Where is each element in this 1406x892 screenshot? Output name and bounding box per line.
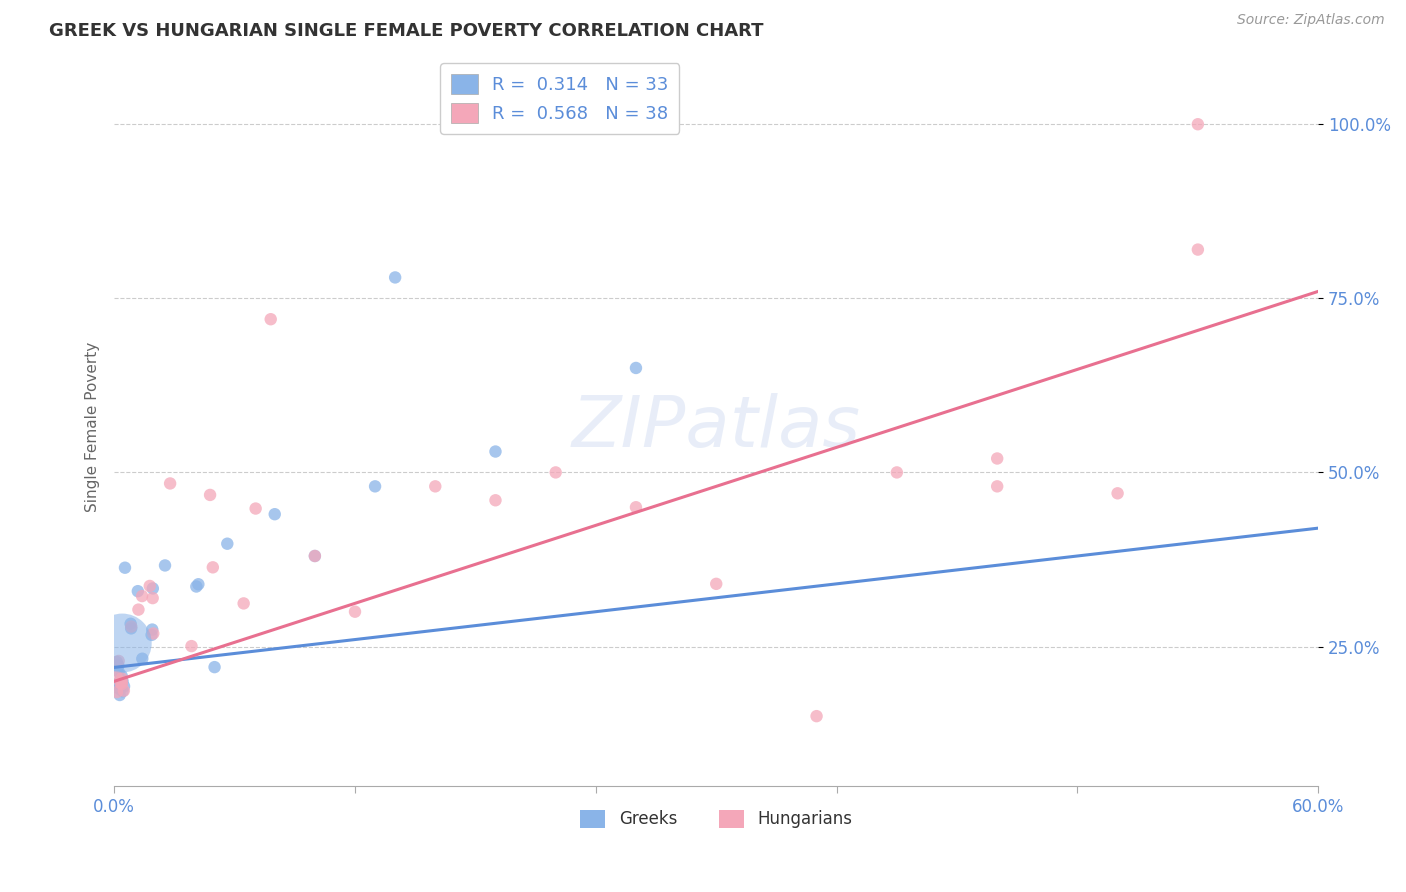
Point	[114, 560, 136, 574]
Text: GREEK VS HUNGARIAN SINGLE FEMALE POVERTY CORRELATION CHART: GREEK VS HUNGARIAN SINGLE FEMALE POVERTY…	[49, 22, 763, 40]
Point	[260, 312, 283, 326]
Point	[107, 654, 129, 668]
Point	[139, 579, 162, 593]
Point	[159, 476, 181, 491]
Legend: Greeks, Hungarians: Greeks, Hungarians	[574, 803, 859, 835]
Point	[111, 669, 134, 683]
Point	[111, 684, 134, 698]
Point	[107, 658, 129, 673]
Point	[1187, 117, 1209, 131]
Point	[112, 679, 135, 693]
Point	[141, 623, 163, 637]
Point	[105, 664, 128, 678]
Point	[108, 675, 131, 690]
Point	[111, 672, 134, 686]
Point	[1107, 486, 1129, 500]
Point	[263, 507, 285, 521]
Point	[484, 444, 506, 458]
Point	[120, 619, 142, 633]
Point	[624, 361, 647, 376]
Point	[111, 677, 134, 691]
Point	[153, 558, 176, 573]
Point	[304, 549, 326, 563]
Point	[142, 626, 165, 640]
Point	[806, 709, 828, 723]
Point	[131, 589, 153, 603]
Point	[384, 270, 406, 285]
Point	[142, 591, 165, 606]
Point	[484, 493, 506, 508]
Point	[186, 580, 208, 594]
Point	[120, 621, 142, 635]
Point	[245, 501, 267, 516]
Point	[187, 577, 209, 591]
Point	[201, 560, 224, 574]
Point	[986, 479, 1008, 493]
Point	[127, 584, 149, 599]
Point	[364, 479, 387, 493]
Point	[204, 660, 226, 674]
Point	[108, 682, 131, 697]
Point	[1187, 243, 1209, 257]
Point	[111, 636, 134, 650]
Point	[110, 680, 132, 694]
Point	[141, 628, 163, 642]
Point	[120, 616, 142, 631]
Point	[131, 651, 153, 665]
Point	[111, 675, 134, 690]
Point	[343, 605, 366, 619]
Point	[198, 488, 221, 502]
Point	[110, 673, 132, 688]
Point	[111, 674, 134, 689]
Point	[304, 549, 326, 563]
Point	[217, 537, 239, 551]
Point	[142, 582, 165, 596]
Point	[105, 680, 128, 694]
Point	[624, 500, 647, 515]
Point	[544, 466, 567, 480]
Text: ZIPatlas: ZIPatlas	[572, 392, 860, 462]
Text: Source: ZipAtlas.com: Source: ZipAtlas.com	[1237, 13, 1385, 28]
Point	[425, 479, 447, 493]
Point	[127, 602, 149, 616]
Point	[180, 639, 202, 653]
Point	[105, 655, 128, 669]
Point	[105, 685, 128, 699]
Point	[986, 451, 1008, 466]
Point	[108, 688, 131, 702]
Point	[112, 683, 135, 698]
Point	[232, 596, 254, 610]
Y-axis label: Single Female Poverty: Single Female Poverty	[86, 342, 100, 512]
Point	[886, 466, 908, 480]
Point	[107, 665, 129, 679]
Point	[110, 676, 132, 690]
Point	[111, 673, 134, 687]
Point	[105, 670, 128, 684]
Point	[704, 577, 727, 591]
